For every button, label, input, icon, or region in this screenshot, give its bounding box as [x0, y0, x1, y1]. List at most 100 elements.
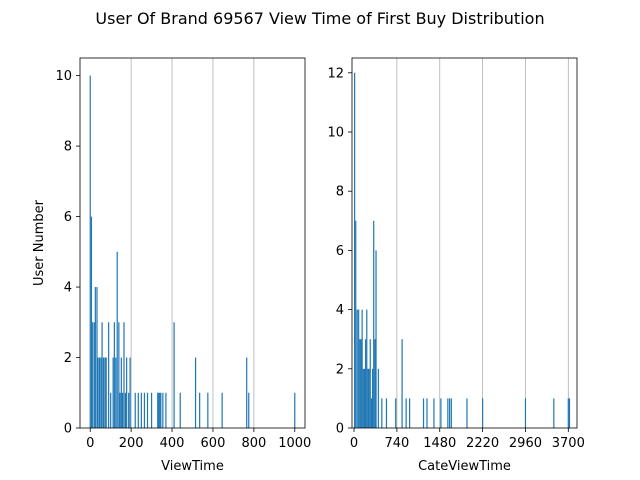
bar [92, 322, 94, 428]
bar [373, 220, 375, 428]
bar [395, 398, 397, 428]
bar [160, 392, 162, 428]
bar [221, 392, 223, 428]
bar [248, 392, 250, 428]
bar [374, 339, 376, 428]
bar [568, 398, 571, 428]
bar [375, 250, 377, 428]
bar [110, 392, 112, 428]
bar [381, 398, 383, 428]
bar [366, 309, 368, 428]
x-tick-label: 1480 [423, 436, 456, 451]
bar [199, 392, 201, 428]
bar [368, 368, 370, 428]
bar [101, 322, 103, 428]
bar [440, 398, 442, 428]
right-chart-panel: 0 740 1480 2220 2960 3700 0 2 4 6 8 10 12 CateViewTim… [327, 57, 585, 474]
y-tick-label: 6 [336, 244, 344, 259]
x-axis-label: CateViewTime [418, 459, 511, 474]
bar [567, 398, 569, 428]
bar [129, 357, 131, 428]
bar [371, 368, 374, 428]
bar [104, 357, 106, 428]
bar [119, 392, 121, 428]
x-tick-label: 600 [201, 436, 226, 451]
bar [102, 357, 105, 428]
bar [450, 398, 452, 428]
bar [377, 368, 379, 428]
bar [369, 339, 371, 428]
bar [157, 392, 159, 428]
bar [356, 309, 358, 428]
bar [137, 392, 139, 428]
bar [448, 398, 451, 428]
bar [96, 287, 98, 428]
bar [140, 392, 142, 428]
bar [358, 309, 360, 428]
y-tick-label: 4 [64, 281, 72, 296]
bar [158, 392, 160, 428]
y-axis-label: User Number [32, 199, 47, 286]
axes-frame [351, 57, 578, 429]
bar [128, 392, 130, 428]
bar [466, 398, 468, 428]
bar [401, 339, 403, 428]
bar [362, 368, 364, 428]
bar [426, 398, 428, 428]
bar [100, 357, 102, 428]
bar [481, 398, 484, 428]
bar [123, 322, 125, 428]
y-tick-label: 2 [336, 362, 344, 377]
bar [409, 398, 411, 428]
x-tick-label: 1000 [278, 436, 311, 451]
x-tick-label: 2960 [509, 436, 542, 451]
bar [359, 339, 361, 428]
x-tick-label: 800 [241, 436, 266, 451]
bar [354, 72, 356, 429]
bar [173, 322, 175, 428]
bar [105, 357, 107, 428]
x-tick-label: 0 [350, 436, 358, 451]
bar [93, 322, 95, 428]
x-axis-label: ViewTime [161, 459, 224, 474]
bar [246, 357, 248, 428]
bar [370, 398, 373, 428]
bar [361, 309, 363, 428]
bar [179, 392, 181, 428]
figure-title: User Of Brand 69567 View Time of First B… [95, 9, 544, 28]
x-tick-label: 2220 [466, 436, 499, 451]
bar [363, 368, 366, 428]
bar [146, 392, 149, 428]
bar [118, 322, 120, 428]
bar [108, 322, 110, 428]
bar [162, 392, 164, 428]
bar [447, 398, 449, 428]
bar [94, 287, 96, 428]
bar [134, 392, 136, 428]
y-tick-label: 0 [336, 422, 344, 437]
bar [90, 216, 93, 428]
axes-frame [79, 57, 306, 429]
bar [355, 220, 357, 428]
y-tick-label: 12 [327, 66, 344, 81]
bar [120, 357, 122, 428]
bar [553, 398, 555, 428]
bar [365, 339, 367, 428]
bar [89, 75, 91, 428]
bar [112, 357, 114, 428]
bar [150, 392, 153, 428]
y-tick-label: 4 [336, 303, 344, 318]
bar [97, 357, 99, 428]
bar [385, 398, 388, 428]
bar [165, 392, 167, 428]
bar [405, 398, 407, 428]
bar [524, 398, 527, 428]
bar [98, 357, 101, 428]
x-tick-label: 3700 [552, 436, 585, 451]
bar [121, 392, 124, 428]
y-tick-label: 8 [64, 140, 72, 155]
bar [159, 392, 161, 428]
y-tick-label: 6 [64, 210, 72, 225]
bar [115, 357, 117, 428]
